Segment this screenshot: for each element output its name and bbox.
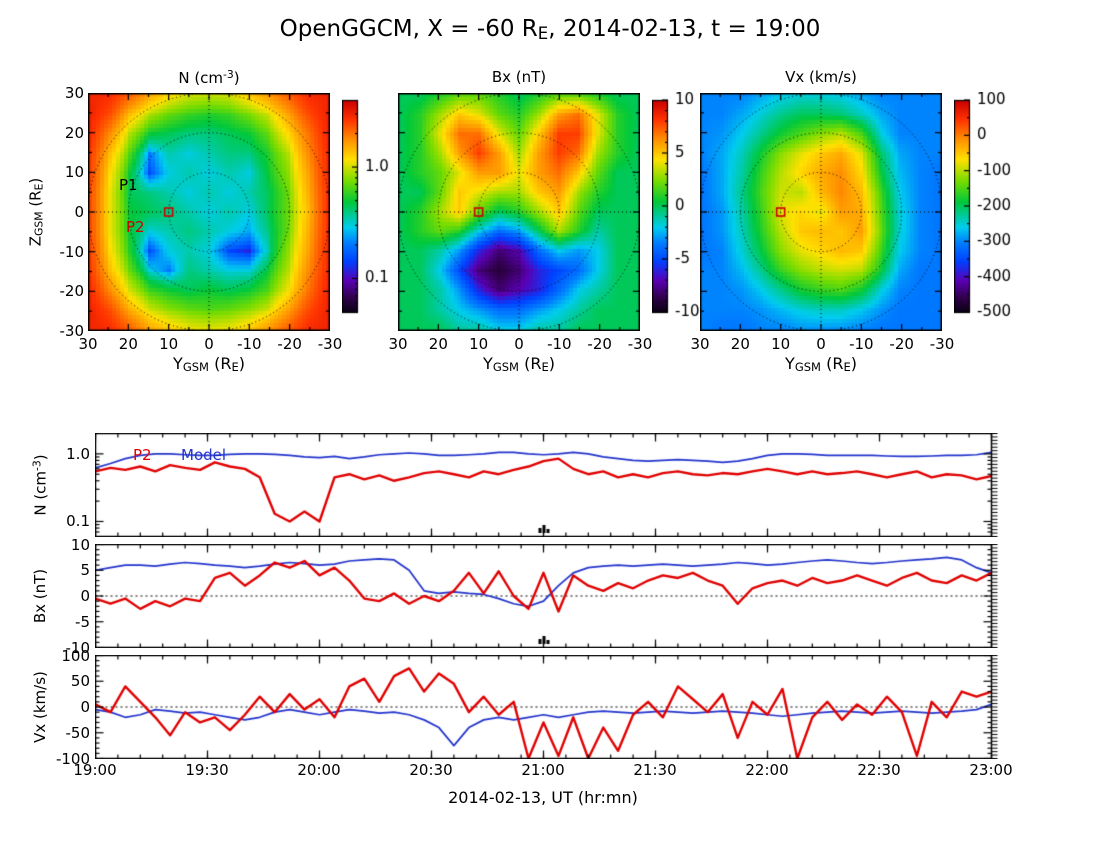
time-axis-label: 2014-02-13, UT (hr:mn) bbox=[448, 788, 638, 807]
map1-x-tick-label: 10 bbox=[159, 335, 179, 353]
vx-y-axis-label: Vx (km/s) bbox=[31, 671, 49, 743]
vx-map-title: Vx (km/s) bbox=[785, 68, 857, 86]
legend-model: Model bbox=[181, 446, 227, 464]
time-tick-label: 20:00 bbox=[297, 761, 341, 779]
map1-x-axis-label: YGSM (RE) bbox=[173, 354, 245, 375]
vx-heatmap-canvas bbox=[700, 93, 942, 331]
time-tick-label: 20:30 bbox=[409, 761, 453, 779]
n-y-axis-label: N (cm-3) bbox=[30, 454, 50, 516]
n-map-title: N (cm-3) bbox=[178, 68, 240, 88]
n-y-tick-label: 1.0 bbox=[66, 444, 90, 463]
time-tick-label: 22:30 bbox=[857, 761, 901, 779]
bx-heatmap-canvas bbox=[398, 93, 640, 331]
map-z-tick-label: 20 bbox=[64, 123, 84, 142]
figure-title: OpenGGCM, X = -60 RE, 2014-02-13, t = 19… bbox=[279, 16, 821, 43]
map-z-tick-label: -30 bbox=[59, 322, 85, 340]
map3-x-tick-label: 20 bbox=[730, 335, 750, 353]
p1-label: P1 bbox=[119, 176, 138, 194]
map3-x-tick-label: 30 bbox=[690, 335, 710, 353]
map-z-tick-label: 10 bbox=[64, 163, 84, 182]
legend-p2: P2 bbox=[133, 446, 152, 464]
map1-x-tick-label: 30 bbox=[78, 335, 98, 353]
bx-y-tick-label: -5 bbox=[75, 612, 90, 631]
map-z-tick-label: -10 bbox=[59, 242, 85, 261]
bx-y-tick-label: 5 bbox=[80, 561, 90, 580]
map3-x-axis-label: YGSM (RE) bbox=[785, 354, 857, 375]
map2-x-tick-label: 0 bbox=[514, 335, 524, 353]
map2-x-tick-label: 10 bbox=[469, 335, 489, 353]
bx-colorbar-canvas bbox=[652, 92, 722, 322]
bx-map-title: Bx (nT) bbox=[491, 68, 547, 86]
map2-x-axis-label: YGSM (RE) bbox=[483, 354, 555, 375]
time-tick-label: 19:00 bbox=[73, 761, 117, 779]
n-colorbar-canvas bbox=[342, 92, 412, 322]
n-heatmap-canvas bbox=[88, 93, 330, 331]
map2-x-tick-label: 30 bbox=[388, 335, 408, 353]
vx-y-tick-label: -50 bbox=[65, 723, 91, 742]
bx-y-tick-label: -10 bbox=[65, 638, 91, 657]
map3-x-tick-label: -20 bbox=[889, 335, 914, 353]
map1-x-tick-label: -10 bbox=[237, 335, 262, 353]
map3-x-tick-label: 10 bbox=[771, 335, 791, 353]
n-y-tick-label: 0.1 bbox=[66, 512, 90, 531]
map-z-tick-label: 30 bbox=[64, 84, 84, 102]
bx-y-tick-label: 10 bbox=[70, 535, 90, 554]
time-tick-label: 19:30 bbox=[185, 761, 229, 779]
p2-label: P2 bbox=[126, 218, 145, 236]
vx-y-tick-label: 50 bbox=[70, 672, 90, 691]
bx-y-tick-label: 0 bbox=[80, 587, 90, 605]
bx-y-axis-label: Bx (nT) bbox=[31, 568, 49, 624]
map2-x-tick-label: -30 bbox=[627, 335, 653, 353]
time-tick-label: 23:00 bbox=[969, 761, 1013, 779]
vx-y-tick-label: 100 bbox=[61, 646, 90, 665]
map3-x-tick-label: 0 bbox=[816, 335, 826, 353]
bx-timeseries-canvas bbox=[95, 544, 1007, 648]
time-tick-label: 22:00 bbox=[745, 761, 789, 779]
map2-x-tick-label: 20 bbox=[428, 335, 448, 353]
map1-x-tick-label: 0 bbox=[204, 335, 214, 353]
vx-timeseries-canvas bbox=[95, 655, 1007, 759]
map-z-tick-label: -20 bbox=[59, 282, 85, 301]
vx-colorbar-canvas bbox=[954, 92, 1024, 322]
map2-x-tick-label: -10 bbox=[547, 335, 572, 353]
map3-x-tick-label: -30 bbox=[929, 335, 955, 353]
map-z-tick-label: 0 bbox=[74, 203, 84, 221]
map2-x-tick-label: -20 bbox=[587, 335, 612, 353]
map1-x-tick-label: -20 bbox=[277, 335, 302, 353]
map-z-axis-label: ZGSM (RE) bbox=[26, 177, 46, 247]
vx-y-tick-label: -100 bbox=[55, 749, 90, 768]
map1-x-tick-label: 20 bbox=[118, 335, 138, 353]
time-tick-label: 21:30 bbox=[633, 761, 677, 779]
map1-x-tick-label: -30 bbox=[317, 335, 343, 353]
n-timeseries-canvas bbox=[95, 433, 1007, 537]
vx-y-tick-label: 0 bbox=[80, 698, 90, 716]
time-tick-label: 21:00 bbox=[521, 761, 565, 779]
map3-x-tick-label: -10 bbox=[849, 335, 874, 353]
